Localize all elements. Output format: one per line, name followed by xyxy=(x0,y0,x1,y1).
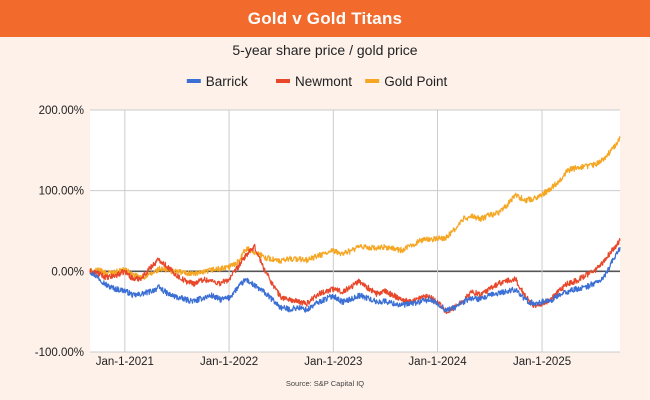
x-tick-label-1: Jan-1-2022 xyxy=(200,356,258,368)
series-line-gold-point xyxy=(89,136,621,280)
legend-swatch-gold-point xyxy=(365,79,380,83)
plot-area xyxy=(90,110,620,352)
chart-title: Gold v Gold Titans xyxy=(247,8,403,28)
legend-label-gold-point: Gold Point xyxy=(384,74,447,89)
chart-plot: 5-year share price / gold price Barrick N… xyxy=(35,42,621,388)
y-tick-label-1: 100.00% xyxy=(39,186,84,198)
x-tick-label-3: Jan-1-2024 xyxy=(408,356,467,368)
chart-subtitle: 5-year share price / gold price xyxy=(232,42,417,58)
legend-label-newmont: Newmont xyxy=(295,74,352,89)
chart-legend: Barrick Newmont Gold Point xyxy=(186,74,447,89)
series-line-barrick xyxy=(89,247,621,313)
y-tick-label-0: 200.00% xyxy=(39,105,84,117)
legend-label-barrick: Barrick xyxy=(206,74,248,89)
legend-swatch-barrick xyxy=(186,79,201,83)
series-lines xyxy=(89,136,621,315)
y-tick-label-2: 0.00% xyxy=(51,266,84,278)
chart-source: Source: S&P Capital IQ xyxy=(286,379,364,388)
chart-frame: 5-year share price / gold price Barrick N… xyxy=(0,37,650,400)
x-tick-label-4: Jan-1-2025 xyxy=(513,356,571,368)
legend-swatch-newmont xyxy=(276,79,290,83)
x-axis-ticks: Jan-1-2021 Jan-1-2022 Jan-1-2023 Jan-1-2024… xyxy=(96,356,571,368)
x-tick-label-0: Jan-1-2021 xyxy=(96,356,154,368)
x-tick-label-2: Jan-1-2023 xyxy=(304,356,362,368)
y-axis-ticks: 200.00% 100.00% 0.00% -100.00% xyxy=(35,105,84,359)
chart-banner: Gold v Gold Titans xyxy=(0,0,650,37)
y-tick-label-3: -100.00% xyxy=(35,347,84,359)
